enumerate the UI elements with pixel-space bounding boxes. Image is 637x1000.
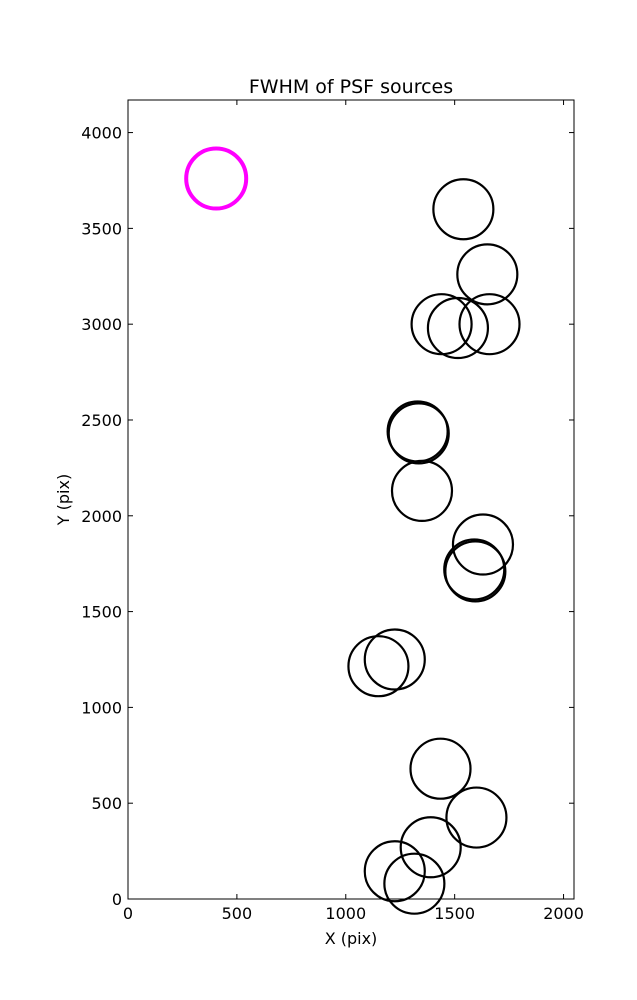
psf-source-marker xyxy=(347,635,410,698)
y-tick-label: 1000 xyxy=(81,698,122,717)
x-axis: 0 500 1000 1500 2000 xyxy=(123,100,584,923)
psf-source-marker xyxy=(387,402,450,465)
x-tick-label: 0 xyxy=(123,904,133,923)
psf-source-marker xyxy=(363,840,426,903)
x-tick-label: 1000 xyxy=(325,904,366,923)
y-tick-label: 4000 xyxy=(81,124,122,143)
x-tick-label: 2000 xyxy=(543,904,584,923)
x-tick-label: 1500 xyxy=(434,904,475,923)
y-axis-label: Y (pix) xyxy=(54,474,73,526)
psf-source-marker xyxy=(426,296,490,360)
y-tick-label: 1500 xyxy=(81,603,122,622)
psf-source-marker xyxy=(456,243,519,306)
psf-source-marker xyxy=(451,513,515,576)
psf-source-marker xyxy=(432,178,495,241)
y-tick-label: 3500 xyxy=(81,219,122,238)
psf-source-marker xyxy=(363,628,426,691)
y-tick-label: 500 xyxy=(91,794,122,813)
psf-source-marker xyxy=(458,293,521,356)
psf-source-marker xyxy=(444,540,507,603)
psf-source-marker xyxy=(390,459,454,522)
chart-title: FWHM of PSF sources xyxy=(249,76,453,98)
y-tick-label: 3000 xyxy=(81,315,122,334)
y-tick-label: 0 xyxy=(112,890,122,909)
psf-source-marker xyxy=(399,816,462,879)
plot-area xyxy=(127,99,575,900)
y-tick-label: 2000 xyxy=(81,507,122,526)
y-tick-label: 2500 xyxy=(81,411,122,430)
psf-source-marker xyxy=(383,852,446,915)
x-axis-label: X (pix) xyxy=(325,929,378,948)
psf-source-marker xyxy=(445,786,508,849)
highlighted-source-marker xyxy=(184,146,249,211)
x-tick-label: 500 xyxy=(222,904,253,923)
psf-source-marker xyxy=(409,737,472,800)
y-axis: 0 500 1000 1500 2000 2500 3000 3500 4000 xyxy=(81,124,574,909)
data-markers xyxy=(184,146,521,915)
